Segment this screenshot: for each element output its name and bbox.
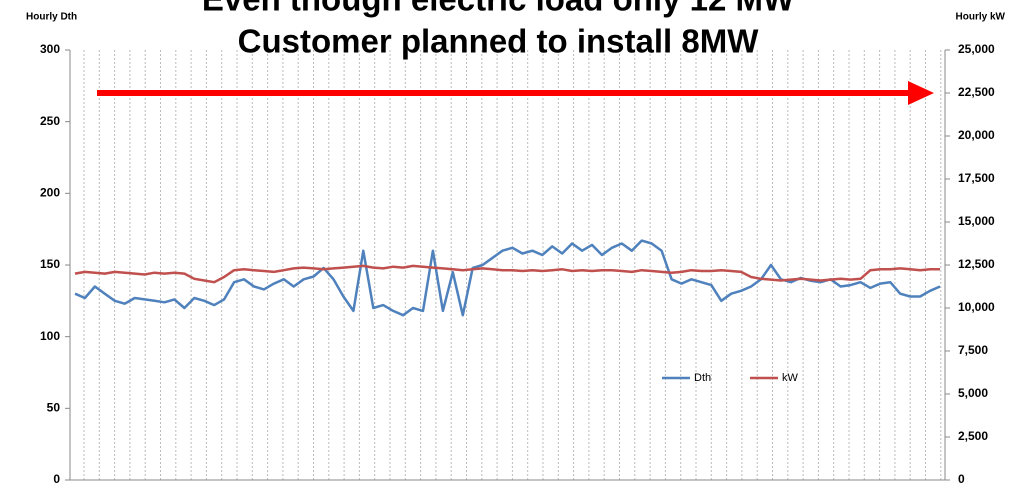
y2-tick-label: 22,500 <box>958 85 995 99</box>
y2-tick-label: 7,500 <box>958 343 988 357</box>
y-tick-label: 0 <box>53 472 60 486</box>
y2-tick-label: 5,000 <box>958 386 988 400</box>
y2-tick-label: 17,500 <box>958 171 995 185</box>
y-tick-label: 100 <box>40 329 60 343</box>
y-tick-label: 50 <box>47 401 61 415</box>
line-series <box>74 239 941 317</box>
chart-subtitle: Customer planned to install 8MW <box>238 23 760 60</box>
y2-tick-label: 20,000 <box>958 128 995 142</box>
chart-title: Even though electric load only 12 MW <box>202 0 795 18</box>
arrow-head <box>908 81 934 105</box>
legend-label: Dth <box>694 372 711 384</box>
y-tick-label: 300 <box>40 42 60 56</box>
y2-tick-label: 10,000 <box>958 300 995 314</box>
y2-tick-label: 15,000 <box>958 214 995 228</box>
y-tick-label: 250 <box>40 114 60 128</box>
y-tick-label: 200 <box>40 186 60 200</box>
y2-tick-label: 2,500 <box>958 429 988 443</box>
y2-tick-label: 0 <box>958 472 965 486</box>
y2-tick-label: 25,000 <box>958 42 995 56</box>
y2-axis-label: Hourly kW <box>956 12 1006 23</box>
y-axis-label: Hourly Dth <box>26 12 77 23</box>
y2-tick-label: 12,500 <box>958 257 995 271</box>
legend-label: kW <box>782 372 799 384</box>
line-series <box>74 264 940 284</box>
y-tick-label: 150 <box>40 257 60 271</box>
